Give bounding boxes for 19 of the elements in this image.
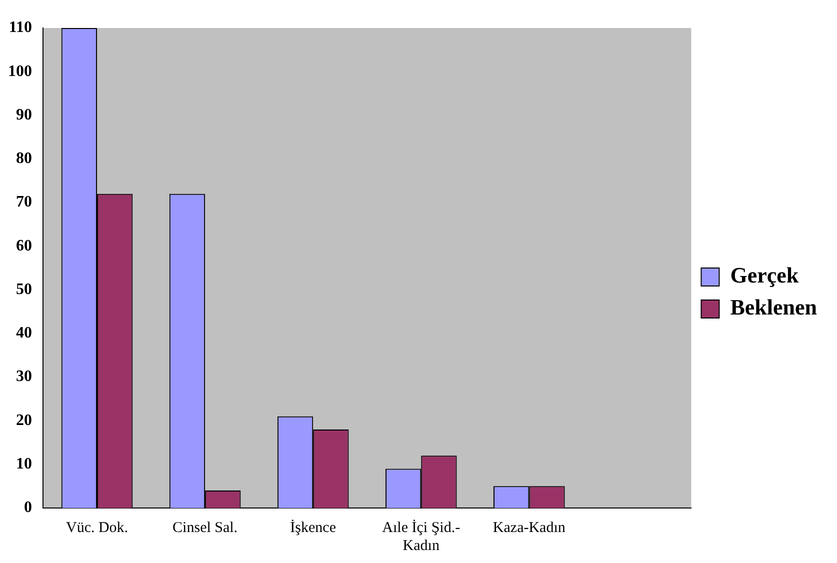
- y-tick-label: 0: [24, 499, 32, 516]
- legend-label: Gerçek: [730, 262, 800, 288]
- y-tick-label: 30: [16, 368, 32, 386]
- legend-label: Beklenen: [730, 294, 818, 320]
- y-tick-label: 50: [16, 280, 32, 298]
- x-tick-label: Aıle İçi Şid.- Kadın: [382, 518, 460, 554]
- y-tick-label: 40: [16, 324, 32, 342]
- y-tick-label: 80: [16, 150, 32, 168]
- y-tick-label: 10: [16, 456, 32, 473]
- y-tick-label: 110: [8, 19, 32, 36]
- y-tick-label: 70: [16, 194, 32, 211]
- x-tick-label: Vüc. Dok.: [66, 520, 128, 536]
- y-tick-label: 100: [8, 62, 32, 80]
- y-tick-label: 90: [16, 106, 32, 124]
- x-tick-label: İşkence: [290, 518, 336, 536]
- y-tick-label: 60: [16, 237, 32, 254]
- x-tick-label: Cinsel Sal.: [172, 520, 238, 536]
- y-tick-label: 20: [16, 412, 32, 429]
- x-tick-label: Kaza-Kadın: [492, 520, 566, 536]
